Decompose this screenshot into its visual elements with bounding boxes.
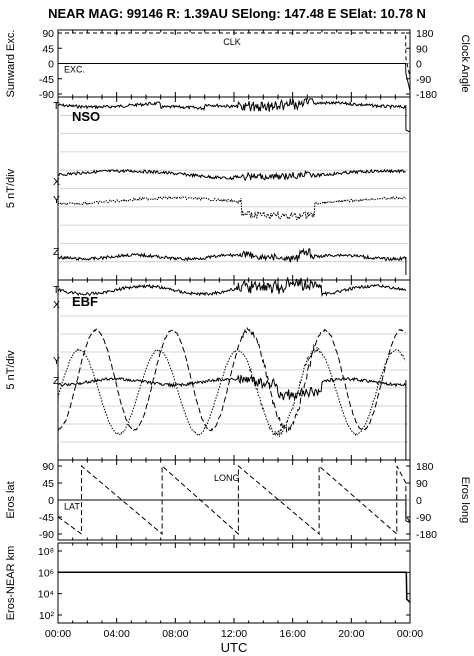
- exc-annotation: EXC.: [64, 65, 85, 75]
- nso-y-trace: [57, 195, 406, 221]
- x-tick-label: 16:00: [280, 628, 306, 640]
- y-tick-label-left: 0: [48, 59, 54, 71]
- x-tick-label: 04:00: [104, 628, 130, 640]
- nso-component-x: X: [53, 176, 60, 188]
- x-tick-label: 12:00: [221, 628, 247, 640]
- y-tick-label-log: 10²: [39, 610, 55, 622]
- y-tick-label-left: -45: [39, 74, 54, 86]
- ebf-y-trace: [57, 347, 406, 437]
- eros-lat-line: [58, 499, 411, 524]
- ebf-component-y: Y: [53, 355, 60, 367]
- nso-label: NSO: [72, 109, 100, 124]
- ebf-component-z: Z: [53, 375, 60, 387]
- y-tick-label-left: -90: [39, 529, 54, 541]
- x-tick-label: 20:00: [338, 628, 364, 640]
- nso-t-drop: [405, 105, 411, 133]
- ebf-x-trace: [57, 326, 406, 434]
- chart-title: NEAR MAG: 99146 R: 1.39AU SElong: 147.48…: [48, 6, 426, 21]
- clk-annotation: CLK: [223, 37, 241, 47]
- nso-z-trace: [57, 247, 407, 263]
- nso-component-z: Z: [53, 246, 60, 258]
- ebf-label: EBF: [72, 294, 98, 309]
- long-annotation: LONG: [214, 473, 240, 483]
- nso-x-trace: [58, 168, 406, 182]
- distance-line: [58, 571, 411, 604]
- y-tick-label-left: 45: [42, 478, 54, 490]
- y-tick-label-right: 180: [416, 28, 434, 40]
- ebf-component-t: T: [53, 284, 60, 296]
- y-tick-label-right: 0: [416, 59, 422, 71]
- y-tick-label-left: 45: [42, 43, 54, 55]
- y-axis-label-ebf: 5 nT/div: [5, 350, 17, 390]
- y-tick-label-right: 90: [416, 478, 428, 490]
- y-tick-label-right: -180: [416, 529, 437, 541]
- nso-component-t: T: [53, 100, 60, 112]
- y-axis-label-eros-near: Eros-NEAR km: [5, 546, 17, 621]
- y-axis-label-eros-lat: Eros lat: [5, 481, 17, 518]
- x-axis-label: UTC: [221, 640, 248, 655]
- x-tick-label: 08:00: [162, 628, 188, 640]
- x-tick-label: 00:00: [45, 628, 71, 640]
- y-tick-label-right: 0: [416, 495, 422, 507]
- nso-t-trace: [57, 97, 407, 112]
- y-tick-label-right: -90: [416, 512, 431, 524]
- ebf-component-x: X: [53, 299, 60, 311]
- series-line-clk: [58, 32, 411, 78]
- ebf-t-trace: [57, 276, 407, 298]
- y-tick-label-right: 180: [416, 461, 434, 473]
- lat-annotation: LAT: [64, 501, 80, 511]
- y-axis-label-nso: 5 nT/div: [5, 168, 17, 208]
- y-tick-label-left: 0: [48, 495, 54, 507]
- y-tick-label-left: -90: [39, 89, 54, 101]
- series-line-exc: [58, 63, 411, 91]
- x-tick-label: 00:00: [397, 628, 423, 640]
- eros-long-line: [57, 464, 411, 536]
- y-tick-label-log: 10⁶: [38, 567, 54, 579]
- y-axis-label-left: Sunward Exc.: [5, 30, 17, 98]
- y-tick-label-log: 10⁴: [38, 589, 54, 601]
- y-tick-label-right: -90: [416, 74, 431, 86]
- y-tick-label-right: -180: [416, 89, 437, 101]
- y-axis-label-eros-long: Eros long: [459, 477, 471, 523]
- y-tick-label-log: 10⁸: [38, 546, 54, 558]
- y-tick-label-left: 90: [42, 28, 54, 40]
- panel-eros-near-km: [57, 542, 411, 624]
- y-tick-label-right: 90: [416, 43, 428, 55]
- y-axis-label-right: Clock Angle: [459, 34, 471, 92]
- nso-component-y: Y: [53, 194, 60, 206]
- y-tick-label-left: 90: [42, 461, 54, 473]
- y-tick-label-left: -45: [39, 512, 54, 524]
- ebf-z-trace: [58, 374, 407, 401]
